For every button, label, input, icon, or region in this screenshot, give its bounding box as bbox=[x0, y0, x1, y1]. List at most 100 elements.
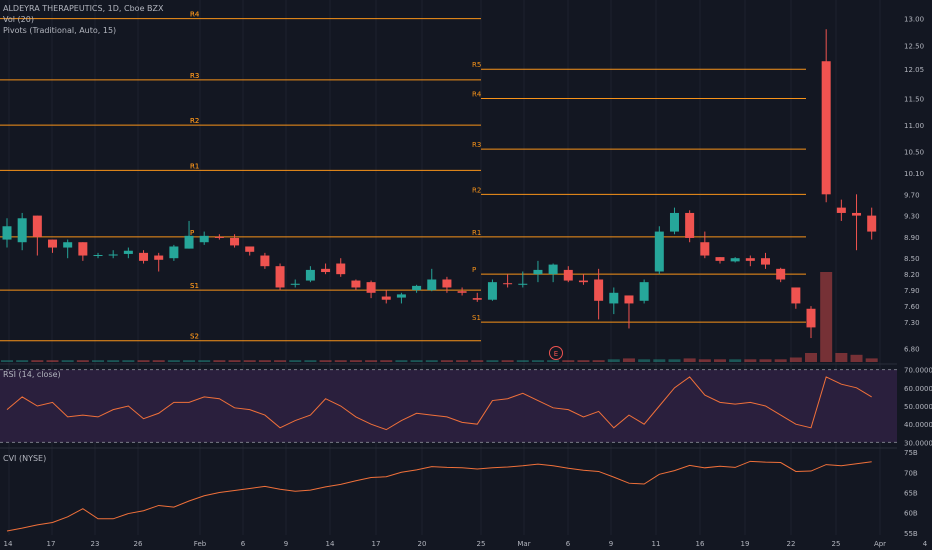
price-axis[interactable]: 13.00 12.50 12.05 11.50 11.00 10.50 10.10 9.70 9… bbox=[897, 0, 932, 550]
volume-bar bbox=[850, 354, 863, 362]
rsi-indicator-label[interactable]: RSI (14, close) bbox=[3, 370, 61, 379]
candle-body bbox=[351, 280, 361, 288]
candle-body bbox=[821, 61, 831, 195]
pivot-label-r4: R4 bbox=[472, 90, 482, 98]
candle-body bbox=[396, 294, 406, 298]
candle-body bbox=[184, 235, 194, 249]
cvi-pane bbox=[6, 460, 872, 532]
candle-body bbox=[290, 283, 300, 285]
cvi-tick-label: 70B bbox=[904, 469, 918, 477]
pivot-label-p: P bbox=[472, 266, 476, 274]
candle-body bbox=[533, 269, 543, 275]
pivot-label-r2: R2 bbox=[190, 117, 199, 125]
candle-body bbox=[442, 279, 452, 288]
volume-bar bbox=[395, 360, 408, 362]
candle-body bbox=[199, 235, 209, 243]
candle-body bbox=[123, 250, 133, 254]
volume-bar bbox=[365, 360, 378, 362]
rsi-tick-label: 50.0000 bbox=[904, 403, 932, 411]
volume-bar bbox=[31, 360, 44, 362]
volume-indicator-label[interactable]: Vol (20) bbox=[3, 15, 34, 24]
volume-bar bbox=[516, 360, 529, 362]
time-tick-label: 22 bbox=[787, 540, 796, 548]
time-axis[interactable]: 14 17 23 26 Feb 6 9 14 17 20 25 Mar 6 9 11 16 19 22 25 Apr 4 bbox=[4, 540, 928, 548]
time-tick-label: 17 bbox=[372, 540, 381, 548]
volume-bar bbox=[501, 360, 514, 362]
earnings-marker[interactable]: E bbox=[549, 346, 563, 360]
candle-body bbox=[578, 280, 588, 283]
pivots-indicator-label[interactable]: Pivots (Traditional, Auto, 15) bbox=[3, 26, 117, 35]
candle-body bbox=[17, 218, 27, 243]
volume-bar bbox=[607, 359, 620, 362]
candle-body bbox=[214, 236, 224, 238]
volume-bar bbox=[107, 360, 120, 362]
time-tick-label: Apr bbox=[874, 540, 886, 548]
volume-bar bbox=[198, 360, 211, 362]
volume-bar bbox=[486, 360, 499, 362]
price-tick-label: 7.90 bbox=[904, 287, 920, 295]
time-tick-label: 4 bbox=[923, 540, 928, 548]
cvi-tick-label: 55B bbox=[904, 530, 918, 538]
volume-bar bbox=[228, 360, 241, 362]
volume-bar bbox=[319, 360, 332, 362]
candle-body bbox=[48, 239, 58, 248]
price-tick-label: 13.00 bbox=[904, 16, 924, 24]
earnings-label: E bbox=[554, 350, 558, 358]
candle-body bbox=[761, 258, 770, 265]
pivot-label-r2: R2 bbox=[472, 186, 481, 194]
candle-body bbox=[487, 282, 497, 300]
symbol-title[interactable]: ALDEYRA THERAPEUTICS, 1D, Cboe BZX bbox=[3, 4, 164, 13]
candle-body bbox=[700, 242, 710, 256]
cvi-tick-label: 60B bbox=[904, 510, 918, 518]
volume-bar bbox=[668, 359, 681, 362]
volume-bar bbox=[592, 360, 605, 362]
pivot-label-p: P bbox=[190, 229, 194, 237]
candle-body bbox=[609, 292, 619, 304]
candle-body bbox=[321, 268, 331, 273]
time-tick-label: Mar bbox=[517, 540, 530, 548]
volume-bar bbox=[334, 360, 347, 362]
candle-body bbox=[366, 282, 376, 293]
candle-body bbox=[791, 287, 801, 304]
price-tick-label: 8.50 bbox=[904, 255, 920, 263]
volume-bar bbox=[774, 359, 787, 362]
pivot-label-r3: R3 bbox=[190, 72, 199, 80]
candle-body bbox=[230, 237, 240, 246]
rsi-band bbox=[0, 369, 897, 443]
price-tick-label: 7.60 bbox=[904, 303, 920, 311]
cvi-indicator-label[interactable]: CVI (NYSE) bbox=[3, 454, 47, 463]
time-tick-label: 26 bbox=[134, 540, 143, 548]
price-tick-label: 8.90 bbox=[904, 234, 920, 242]
volume-bar bbox=[289, 360, 302, 362]
volume-bar bbox=[304, 360, 317, 362]
price-tick-label: 9.70 bbox=[904, 191, 920, 199]
volume-bar bbox=[683, 358, 696, 362]
volume-bar bbox=[213, 360, 226, 362]
volume-bar bbox=[410, 360, 423, 362]
rsi-tick-label: 70.0000 bbox=[904, 367, 932, 375]
price-tick-label: 12.50 bbox=[904, 42, 924, 50]
volume-bar bbox=[471, 360, 484, 362]
cvi-tick-label: 75B bbox=[904, 449, 918, 457]
cvi-tick-label: 65B bbox=[904, 490, 918, 498]
price-tick-label: 10.10 bbox=[904, 170, 924, 178]
rsi-tick-label: 60.0000 bbox=[904, 385, 932, 393]
candle-body bbox=[836, 207, 846, 213]
time-tick-label: 14 bbox=[4, 540, 13, 548]
volume-bar bbox=[577, 360, 590, 362]
pivot-label-p: P bbox=[190, 229, 194, 237]
cvi-line bbox=[6, 460, 872, 532]
volume-bar bbox=[46, 360, 59, 362]
candle-body bbox=[108, 254, 118, 256]
candle-body bbox=[245, 246, 255, 252]
pivot-label-s2: S2 bbox=[190, 333, 199, 341]
price-tick-label: 6.80 bbox=[904, 346, 920, 354]
pivot-label-r2: R2 bbox=[190, 117, 199, 125]
volume-bar bbox=[440, 360, 453, 362]
candle-body bbox=[776, 268, 786, 280]
volume-bar bbox=[274, 360, 287, 362]
volume-bar bbox=[16, 360, 29, 362]
volume-bar bbox=[122, 360, 135, 362]
